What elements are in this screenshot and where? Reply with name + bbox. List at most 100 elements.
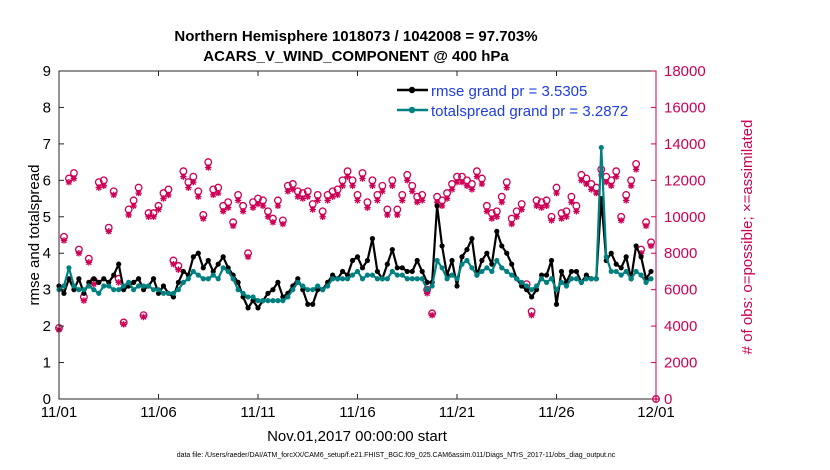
legend-rmse-marker — [408, 86, 416, 94]
y-right-tick-label: 4000 — [664, 318, 697, 335]
totalspread-point — [529, 287, 535, 293]
rmse-point — [449, 257, 455, 264]
y-right-tick-label: 6000 — [664, 282, 697, 299]
rmse-point — [300, 287, 306, 293]
totalspread-point — [215, 276, 221, 282]
rmse-point — [479, 257, 485, 264]
obs-assimilated-point — [309, 206, 316, 213]
totalspread-point — [519, 279, 525, 285]
obs-assimilated-point — [458, 178, 466, 186]
y-right-tick-label: 8000 — [664, 245, 697, 262]
obs-assimilated-point — [130, 202, 137, 210]
obs-assimilated-point — [533, 202, 540, 210]
rmse-point — [71, 287, 77, 293]
rmse-point — [489, 261, 495, 267]
totalspread-point — [479, 268, 485, 275]
totalspread-point — [131, 287, 137, 293]
totalspread-point — [603, 254, 609, 260]
obs-assimilated-point — [234, 197, 242, 204]
rmse-point — [150, 276, 157, 282]
totalspread-point — [538, 276, 545, 282]
totalspread-point — [638, 272, 644, 278]
rmse-point — [220, 254, 226, 260]
obs-assimilated-point — [404, 177, 411, 184]
rmse-point — [136, 276, 142, 282]
obs-assimilated-point — [483, 208, 491, 215]
footer-data-file: data file: /Users/raeder/DAI/ATM_forcXX/… — [177, 452, 616, 459]
totalspread-point — [474, 272, 480, 278]
totalspread-point — [394, 272, 400, 278]
rmse-point — [459, 254, 465, 260]
rmse-point — [66, 276, 72, 282]
obs-assimilated-point — [364, 204, 371, 211]
obs-assimilated-point — [344, 173, 351, 180]
obs-assimilated-point — [299, 195, 306, 202]
obs-assimilated-point — [384, 211, 391, 219]
rmse-point — [538, 272, 545, 278]
rmse-point — [394, 265, 400, 271]
obs-assimilated-point — [185, 184, 192, 191]
obs-assimilated-point — [115, 279, 122, 286]
totalspread-point — [558, 279, 565, 285]
rmse-point — [330, 272, 336, 278]
totalspread-point — [205, 276, 211, 282]
obs-assimilated-point — [269, 219, 277, 226]
obs-assimilated-point — [617, 217, 625, 224]
totalspread-point — [116, 287, 122, 293]
totalspread-point — [126, 279, 132, 285]
obs-assimilated-point — [95, 184, 102, 191]
totalspread-point — [563, 283, 570, 289]
rmse-point — [608, 250, 614, 256]
obs-assimilated-point — [80, 297, 88, 304]
rmse-point — [519, 283, 525, 289]
obs-assimilated-point — [60, 237, 68, 244]
chart-title-line1: Northern Hemisphere 1018073 / 1042008 = … — [174, 28, 537, 45]
legend-rmse-label: rmse grand pr = 3.5305 — [431, 83, 587, 100]
obs-assimilated-point — [498, 199, 505, 206]
rmse-point — [106, 279, 112, 285]
rmse-point — [613, 261, 619, 267]
y-right-tick-label: 0 — [664, 391, 672, 408]
rmse-point — [633, 243, 639, 249]
obs-assimilated-point — [75, 250, 83, 257]
rmse-point — [111, 272, 117, 278]
totalspread-point — [200, 276, 206, 282]
rmse-point — [81, 290, 87, 296]
totalspread-point — [155, 287, 162, 293]
rmse-point — [359, 265, 366, 271]
totalspread-point — [76, 287, 82, 293]
totalspread-point — [185, 276, 191, 282]
totalspread-point — [548, 276, 555, 282]
totalspread-point — [364, 272, 371, 278]
totalspread-point — [459, 261, 465, 267]
rmse-point — [310, 301, 316, 307]
rmse-point — [534, 287, 540, 293]
obs-assimilated-point — [155, 206, 162, 213]
y-tick-label: 4 — [43, 245, 51, 262]
obs-assimilated-point — [448, 186, 456, 193]
rmse-point — [175, 279, 181, 285]
y-tick-label: 7 — [43, 136, 51, 153]
totalspread-point — [275, 298, 281, 304]
totalspread-point — [260, 298, 266, 304]
totalspread-point — [369, 272, 376, 278]
rmse-point — [305, 301, 311, 307]
rmse-point — [504, 250, 510, 256]
y-axis-right-label: # of obs: o=possible; ×=assimilated — [739, 120, 756, 355]
totalspread-point — [593, 276, 599, 282]
obs-assimilated-point — [414, 199, 421, 206]
totalspread-point — [96, 290, 102, 296]
totalspread-point — [170, 290, 177, 296]
obs-assimilated-point — [637, 250, 645, 257]
obs-assimilated-point — [254, 200, 262, 208]
obs-assimilated-point — [135, 189, 142, 197]
totalspread-point — [136, 283, 142, 289]
totalspread-point — [414, 276, 420, 282]
totalspread-point — [335, 276, 341, 282]
totalspread-point — [379, 276, 385, 282]
rmse-point — [180, 268, 186, 275]
obs-assimilated-point — [125, 211, 132, 219]
totalspread-point — [101, 283, 107, 289]
obs-assimilated-point — [224, 204, 232, 211]
y-right-tick-label: 10000 — [664, 209, 706, 226]
